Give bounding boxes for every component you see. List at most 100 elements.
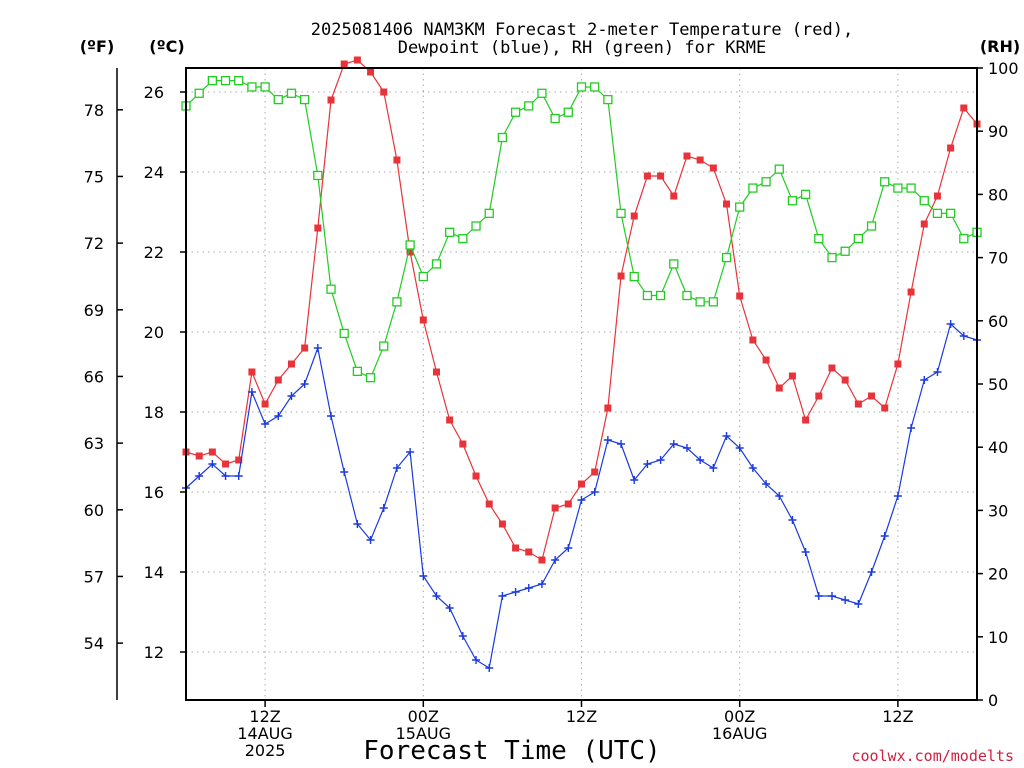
2-meter-temperature-point [472, 472, 480, 480]
rh-point [352, 366, 363, 377]
dewpoint-point [709, 464, 718, 472]
x-tick-label: 00Z [408, 707, 439, 726]
dewpoint-point [682, 444, 691, 452]
credit-text: coolwx.com/modelts [851, 747, 1014, 765]
rh-point [365, 373, 376, 383]
rh-point [405, 240, 415, 250]
rh-point [537, 88, 547, 98]
2-meter-temperature-point [393, 156, 401, 164]
fahrenheit-tick-label: 69 [84, 301, 104, 320]
celsius-tick-label: 20 [144, 323, 164, 342]
rh-tick-label: 20 [988, 565, 1008, 584]
2-meter-temperature-point [749, 336, 757, 344]
fahrenheit-tick-label: 63 [84, 434, 104, 453]
rh-tick-label: 50 [988, 375, 1008, 394]
2-meter-temperature-point [630, 212, 638, 220]
rh-point [642, 290, 653, 301]
rh-point [247, 82, 257, 92]
x-tick-label: 2025 [245, 741, 286, 760]
dewpoint-point [485, 664, 494, 672]
2-meter-temperature-point [868, 392, 876, 400]
dewpoint-point [379, 504, 388, 512]
rh-tick-label: 90 [988, 122, 1008, 141]
dewpoint-point [959, 332, 968, 340]
2-meter-temperature-point [881, 404, 889, 412]
2-meter-temperature-point [367, 68, 375, 76]
x-axis-label: Forecast Time (UTC) [363, 736, 660, 766]
rh-point [510, 107, 521, 117]
chart-title-line-1: 2025081406 NAM3KM Forecast 2-meter Tempe… [311, 20, 853, 40]
fahrenheit-tick-label: 78 [84, 101, 104, 120]
rh-point [893, 183, 903, 193]
dewpoint-point [353, 520, 362, 528]
2-meter-temperature-point [248, 368, 256, 376]
x-tick-label: 15AUG [396, 724, 451, 743]
rh-point [379, 341, 389, 351]
dewpoint-point [564, 544, 573, 552]
celsius-tick-label: 18 [144, 403, 164, 422]
2-meter-temperature-point [459, 440, 467, 448]
dewpoint-point [617, 440, 626, 448]
celsius-tick-label: 14 [144, 563, 164, 582]
fahrenheit-tick-label: 66 [84, 367, 104, 386]
2-meter-temperature-point [683, 152, 691, 160]
x-tick-label: 12Z [249, 707, 280, 726]
rh-point [207, 75, 218, 86]
2-meter-temperature-point [485, 500, 493, 508]
rh-axis-unit: (RH) [980, 37, 1020, 56]
2-meter-temperature-point [802, 416, 810, 424]
dewpoint-point [208, 460, 217, 468]
rh-point [576, 82, 587, 92]
dewpoint-point [933, 368, 942, 376]
rh-point [748, 183, 758, 193]
2-meter-temperature-point [617, 272, 625, 280]
dewpoint-point [893, 492, 902, 500]
dewpoint-point [630, 476, 639, 484]
rh-point [655, 290, 666, 301]
rh-point [774, 164, 784, 174]
rh-tick-label: 60 [988, 312, 1008, 331]
2-meter-temperature-point [894, 360, 902, 368]
celsius-tick-label: 26 [144, 83, 164, 102]
dewpoint-point [841, 596, 850, 604]
dewpoint-point [234, 472, 243, 480]
2-meter-temperature-point [538, 556, 546, 564]
dewpoint-point [590, 488, 599, 496]
dewpoint-point [366, 536, 375, 544]
2-meter-temperature-point [380, 88, 388, 96]
axis-layer: 12 14 16 18 20 22 24 26 54 57 60 63 66 69 72 75 78 0 10 20 3… [84, 59, 1019, 760]
rh-tick-label: 40 [988, 438, 1008, 457]
fahrenheit-tick-label: 72 [84, 234, 104, 253]
rh-point [616, 208, 626, 219]
rh-point [721, 252, 732, 263]
2-meter-temperature-point [670, 192, 678, 200]
2-meter-temperature-point [340, 60, 348, 68]
rh-point [299, 94, 310, 105]
dewpoint-point [537, 580, 546, 588]
dewpoint-point [524, 584, 533, 592]
fahrenheit-tick-label: 75 [84, 167, 104, 186]
2-meter-temperature-point [788, 372, 796, 380]
rh-tick-label: 0 [988, 691, 998, 710]
2-meter-temperature-point [525, 548, 533, 556]
rh-point [234, 75, 244, 86]
dewpoint-point [511, 588, 520, 596]
dewpoint-point [722, 432, 731, 440]
dewpoint-point [432, 592, 441, 600]
rh-point [866, 221, 877, 231]
chart-title-line-2: Dewpoint (blue), RH (green) for KRME [398, 38, 766, 58]
rh-point [286, 88, 297, 98]
rh-point [827, 252, 837, 263]
rh-point [550, 113, 560, 124]
rh-point [260, 82, 270, 92]
rh-point [959, 233, 969, 244]
dewpoint-point [801, 548, 810, 556]
dewpoint-point [656, 456, 665, 464]
rh-point [919, 196, 929, 206]
dewpoint-point [221, 472, 230, 480]
2-meter-temperature-point [432, 368, 440, 376]
rh-point [787, 196, 798, 206]
rh-point [735, 202, 745, 212]
2-meter-temperature-point [287, 360, 295, 368]
celsius-axis-unit: (ºC) [149, 37, 184, 56]
